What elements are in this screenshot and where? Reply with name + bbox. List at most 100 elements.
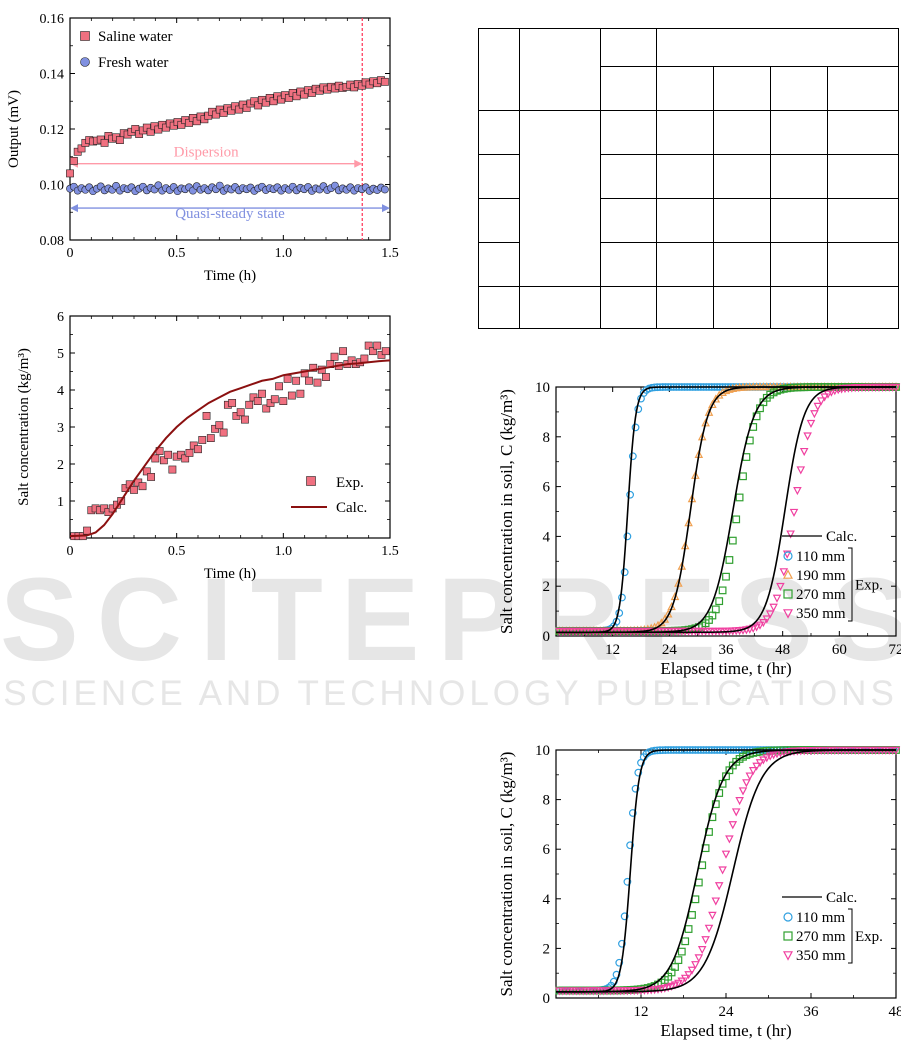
y-tick-label: 0.10 <box>40 179 65 194</box>
series-350-mm <box>555 383 901 636</box>
data-point <box>69 157 78 165</box>
data-point <box>813 402 823 411</box>
table-cell <box>600 66 657 111</box>
data-point <box>623 532 632 541</box>
table-cell <box>656 28 899 67</box>
annotation-arrow-head <box>354 159 363 168</box>
data-point <box>306 476 316 486</box>
data-point <box>762 615 772 624</box>
series-calc-line <box>69 359 391 538</box>
data-point <box>718 866 727 875</box>
data-point <box>728 821 738 830</box>
data-point <box>381 347 390 356</box>
table-cell <box>478 154 520 199</box>
data-point <box>677 947 686 956</box>
data-point <box>618 939 626 948</box>
data-point <box>623 877 632 886</box>
annotation-arrow-head <box>70 204 78 213</box>
data-point <box>731 808 741 817</box>
data-point <box>100 138 109 147</box>
legend-label: 270 mm <box>796 587 846 603</box>
data-point <box>620 912 629 921</box>
data-point <box>755 621 765 630</box>
data-point <box>185 448 194 457</box>
x-tick-label: 36 <box>719 642 735 658</box>
y-tick-label: 2 <box>543 579 551 595</box>
legend-label: 190 mm <box>796 568 846 584</box>
x-tick-label: 0.5 <box>168 246 186 261</box>
data-point <box>279 397 288 405</box>
legend-label: Calc. <box>336 500 367 516</box>
data-point <box>823 390 833 399</box>
table-cell <box>519 110 601 287</box>
data-point <box>708 813 717 822</box>
data-point <box>667 982 676 991</box>
data-point <box>684 925 693 933</box>
data-point <box>691 961 700 970</box>
y-tick-label: 2 <box>543 941 551 957</box>
table-cell <box>519 286 601 329</box>
calc-line <box>556 386 897 634</box>
data-point <box>687 966 697 975</box>
x-tick-label: 24 <box>662 642 678 658</box>
data-point <box>202 411 211 420</box>
data-point <box>708 399 717 409</box>
data-point <box>721 850 731 859</box>
data-point <box>725 835 734 844</box>
y-axis-label: Salt concentration (kg/m³) <box>16 348 32 506</box>
table-cell <box>600 110 657 155</box>
data-point <box>373 341 382 350</box>
data-point <box>752 762 761 771</box>
x-tick-label: 60 <box>832 642 847 658</box>
data-point <box>245 400 254 409</box>
y-tick-label: 4 <box>543 892 551 908</box>
data-point <box>772 594 782 603</box>
x-tick-label: 0 <box>67 544 74 559</box>
data-point <box>206 434 215 442</box>
data-point <box>626 490 635 499</box>
table-cell <box>478 242 520 287</box>
legend-label: 110 mm <box>796 910 845 926</box>
table-cell <box>478 28 520 111</box>
legend-label: Fresh water <box>98 55 168 71</box>
data-point <box>715 597 724 606</box>
legend-label: Calc. <box>826 890 857 906</box>
data-point <box>762 754 772 763</box>
data-point <box>694 954 704 963</box>
data-point <box>783 951 793 961</box>
x-tick-label: 0.5 <box>168 544 186 559</box>
data-point <box>615 958 624 967</box>
data-point <box>309 363 318 372</box>
data-point <box>130 485 138 494</box>
data-point <box>670 981 680 990</box>
x-axis-label: Elapsed time, t (hr) <box>660 1021 791 1040</box>
x-axis-label: Elapsed time, t (hr) <box>660 659 791 678</box>
data-point <box>219 428 228 437</box>
x-tick-label: 24 <box>719 1004 735 1020</box>
data-point <box>168 465 177 474</box>
legend-label: Exp. <box>336 475 364 491</box>
data-point <box>742 453 751 461</box>
data-point <box>283 374 292 383</box>
legend-label: 350 mm <box>796 948 846 964</box>
data-point <box>752 623 761 632</box>
data-point <box>759 756 768 765</box>
table-cell <box>770 242 828 287</box>
table-cell <box>827 66 899 111</box>
series-110-mm <box>555 383 898 635</box>
y-tick-label: 10 <box>535 743 550 759</box>
data-point <box>380 77 389 86</box>
data-point <box>793 487 802 496</box>
data-point <box>292 376 301 385</box>
x-axis-label: Time (h) <box>204 268 256 284</box>
data-point <box>776 582 785 592</box>
data-point <box>159 456 168 465</box>
data-point <box>215 421 224 430</box>
legend-label: Exp. <box>855 929 883 945</box>
data-point <box>732 515 741 524</box>
data-point <box>711 605 720 614</box>
data-point <box>783 569 793 579</box>
data-point <box>164 450 173 459</box>
data-point <box>313 378 322 387</box>
